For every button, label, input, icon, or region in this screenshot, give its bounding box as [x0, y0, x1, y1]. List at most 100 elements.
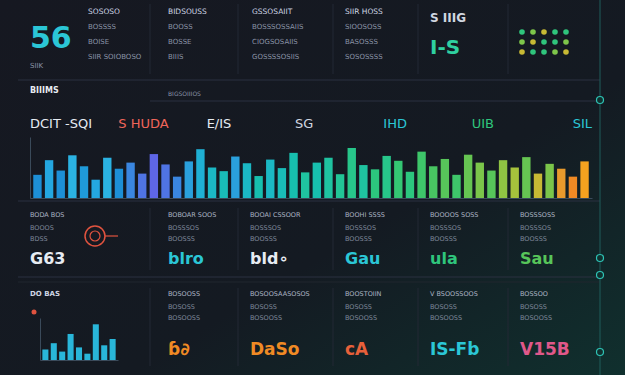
bar [150, 154, 158, 198]
annotations: DCIT -SQIS HUDAE/ISSGIHDUIBSIL [30, 116, 593, 131]
status-dot [552, 29, 558, 35]
side-rail [600, 0, 601, 375]
bar [138, 174, 146, 198]
annotation: IHD [383, 116, 407, 131]
header-text: CIOGSOSAIIS [252, 38, 298, 46]
card-text: BOSOSS [168, 303, 195, 311]
card-text: BOSOOSS [250, 314, 282, 322]
separator [508, 4, 509, 74]
separator [508, 208, 509, 270]
separator [333, 4, 334, 74]
card-title: BOSSOO [520, 290, 548, 298]
header-text: BOISE [88, 38, 109, 46]
separator [508, 288, 509, 366]
divider [18, 277, 600, 278]
bar [324, 158, 332, 198]
bottom-cards: BOSOOSSBOSOSSBOSOOSSɓ∂BOSOOSAASOSOSBOSOS… [168, 290, 570, 359]
bar [464, 155, 472, 198]
card-text: BOOSSS [250, 235, 277, 243]
bar [394, 161, 402, 198]
separator [418, 288, 419, 366]
header-text: BOSSSS [88, 23, 117, 31]
kpi-label: SIIK [30, 62, 44, 70]
bar [59, 352, 65, 360]
divider [18, 282, 600, 283]
rail-dot [597, 272, 604, 279]
card-value: G63 [30, 249, 65, 268]
annotation: SIL [573, 116, 593, 131]
bar [452, 175, 460, 198]
x-axis [31, 198, 593, 199]
bar [278, 168, 286, 198]
annotation: DCIT -SQI [30, 116, 92, 131]
card-text: BOOSSS [430, 235, 457, 243]
bar [76, 347, 82, 360]
bar [51, 343, 57, 360]
bar [185, 161, 193, 198]
header-text: GOSSSSOSIIS [252, 53, 300, 61]
canvas: 56SIIKSOSOSOBOSSSSBOISESIIR SOIOBOSOBIDS… [0, 0, 625, 375]
card-title: BOOAI CSSOOR [250, 211, 301, 219]
card-text: BOSOOSS [520, 314, 552, 322]
highlight-text: I-S [430, 35, 460, 59]
status-dot [552, 39, 558, 45]
bar [499, 160, 507, 198]
header-text: BOSSE [168, 38, 192, 46]
section-title: BIIIMS [30, 86, 59, 95]
axis-line [30, 138, 31, 199]
separator [238, 288, 239, 366]
bar [511, 168, 519, 199]
card-value: IS-Fb [430, 339, 479, 359]
annotation: UIB [472, 116, 494, 131]
card-value: V15B [520, 339, 570, 359]
header-text: BIIIS [168, 53, 184, 61]
card-text: BDSS [30, 235, 48, 243]
header-text: SOSOSSSS [345, 53, 383, 61]
card-value: Sau [520, 249, 554, 268]
bars [33, 148, 588, 198]
status-dot [530, 39, 536, 45]
card-text: BOSOSS [430, 303, 457, 311]
bar [243, 163, 251, 198]
separator [333, 288, 334, 366]
card-text: BOOOS [30, 224, 54, 232]
bar [348, 148, 356, 198]
card-text: BOOSSS [345, 235, 372, 243]
rail-dot [597, 97, 604, 104]
status-dot [563, 29, 569, 35]
bar [266, 160, 274, 198]
bar [161, 164, 169, 198]
status-dot [563, 39, 569, 45]
separator [238, 208, 239, 270]
card-title: BOBOAR SOOS [168, 211, 216, 219]
x-axis [41, 360, 119, 361]
annotation: SG [295, 116, 313, 131]
y-axis [40, 319, 41, 361]
separator [333, 208, 334, 270]
bar [254, 176, 262, 198]
card-text: BOSOSS [345, 303, 372, 311]
rail-dot [597, 349, 604, 356]
separator [150, 288, 151, 366]
status-dot [519, 39, 525, 45]
bar [371, 169, 379, 198]
header-text: SIIR HOSS [345, 7, 383, 16]
bar [313, 163, 321, 198]
bar [534, 174, 542, 198]
card-title: BOOSTOIIN [345, 290, 382, 298]
axis-line [41, 360, 119, 361]
target-icon [85, 226, 105, 246]
bar [569, 177, 577, 198]
card-value: ula [430, 249, 458, 268]
card-value: cA [345, 339, 369, 359]
bar [115, 169, 123, 198]
card-title: BOOOOS SOSS [430, 211, 479, 219]
card-title: BOSOOSS [168, 290, 200, 298]
bar [382, 156, 390, 198]
separator [150, 208, 151, 270]
separator [418, 4, 419, 74]
bar [91, 180, 99, 198]
status-dot [519, 49, 525, 55]
header-text: SIOOSOSS [345, 23, 382, 31]
bar [57, 171, 65, 198]
